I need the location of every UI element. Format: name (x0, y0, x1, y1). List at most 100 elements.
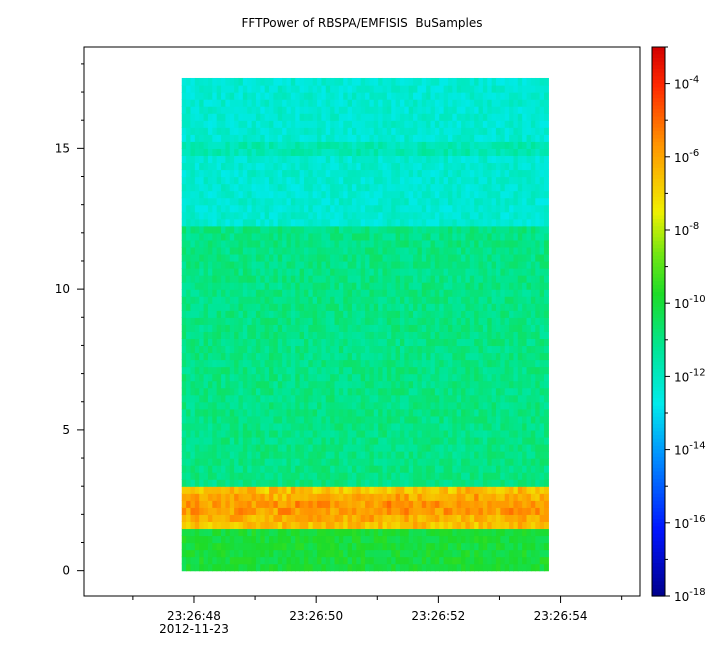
spectrogram-cell (535, 401, 541, 410)
spectrogram-cell (378, 324, 384, 332)
spectrogram-cell (373, 204, 379, 213)
spectrogram-cell (269, 239, 274, 248)
spectrogram-cell (308, 507, 314, 515)
spectrogram-cell (443, 162, 449, 171)
spectrogram-cell (299, 211, 305, 220)
spectrogram-cell (277, 528, 283, 537)
spectrogram-cell (216, 465, 222, 473)
spectrogram-cell (290, 317, 296, 325)
spectrogram-cell (509, 183, 515, 192)
spectrogram-cell (238, 197, 244, 206)
spectrogram-cell (378, 373, 384, 382)
spectrogram-cell (430, 486, 436, 494)
spectrogram-cell (212, 465, 218, 473)
spectrogram-cell (221, 387, 226, 396)
spectrogram-cell (312, 479, 318, 487)
spectrogram-cell (181, 535, 187, 544)
spectrogram-cell (530, 345, 536, 354)
spectrogram-cell (277, 338, 283, 347)
spectrogram-cell (482, 260, 488, 269)
spectrogram-cell (482, 317, 488, 325)
spectrogram-cell (539, 324, 545, 332)
spectrogram-cell (194, 408, 200, 417)
spectrogram-cell (434, 260, 440, 269)
spectrogram-cell (299, 443, 305, 452)
spectrogram-cell (247, 275, 253, 283)
spectrogram-cell (286, 155, 292, 164)
spectrogram-cell (404, 169, 410, 178)
spectrogram-cell (260, 394, 266, 403)
spectrogram-cell (351, 204, 357, 213)
spectrogram-cell (308, 373, 314, 382)
spectrogram-cell (221, 500, 226, 508)
spectrogram-cell (181, 408, 187, 417)
spectrogram-cell (295, 324, 301, 332)
spectrogram-cell (299, 268, 305, 276)
spectrogram-cell (264, 211, 270, 220)
spectrogram-cell (269, 155, 274, 164)
spectrogram-cell (347, 225, 353, 234)
spectrogram-cell (229, 500, 235, 508)
spectrogram-cell (517, 486, 523, 494)
spectrogram-cell (417, 401, 423, 410)
spectrogram-cell (504, 176, 510, 185)
spectrogram-cell (356, 246, 362, 255)
spectrogram-cell (312, 549, 318, 558)
spectrogram-cell (465, 521, 471, 530)
spectrogram-cell (347, 472, 353, 480)
spectrogram-cell (269, 549, 274, 558)
spectrogram-cell (530, 366, 536, 375)
spectrogram-cell (373, 352, 379, 361)
spectrogram-cell (242, 324, 248, 332)
spectrogram-cell (513, 239, 519, 248)
spectrogram-cell (439, 436, 445, 445)
spectrogram-cell (408, 359, 414, 368)
spectrogram-cell (277, 239, 283, 248)
spectrogram-cell (351, 479, 357, 487)
spectrogram-cell (264, 415, 270, 424)
spectrogram-cell (487, 542, 493, 551)
spectrogram-cell (482, 556, 488, 565)
spectrogram-cell (229, 162, 235, 171)
spectrogram-cell (308, 253, 314, 262)
spectrogram-cell (539, 162, 545, 171)
spectrogram-cell (369, 387, 375, 396)
spectrogram-cell (330, 549, 336, 558)
spectrogram-cell (452, 169, 458, 178)
spectrogram-cell (229, 176, 235, 185)
spectrogram-cell (229, 415, 235, 424)
spectrogram-cell (190, 521, 196, 530)
spectrogram-cell (491, 521, 497, 530)
spectrogram-cell (504, 380, 510, 389)
spectrogram-cell (539, 211, 545, 220)
spectrogram-cell (330, 366, 336, 375)
spectrogram-cell (360, 260, 366, 269)
spectrogram-cell (360, 204, 366, 213)
spectrogram-cell (203, 380, 209, 389)
spectrogram-cell (399, 176, 405, 185)
spectrogram-cell (447, 183, 453, 192)
spectrogram-cell (530, 232, 536, 241)
spectrogram-cell (430, 387, 436, 396)
spectrogram-cell (517, 282, 523, 290)
spectrogram-cell (225, 500, 231, 508)
spectrogram-cell (321, 310, 327, 318)
spectrogram-cell (456, 549, 462, 558)
spectrogram-cell (229, 549, 235, 558)
spectrogram-cell (465, 303, 471, 311)
spectrogram-cell (317, 275, 323, 283)
spectrogram-cell (308, 521, 314, 530)
spectrogram-cell (334, 535, 340, 544)
spectrogram-cell (273, 352, 279, 361)
spectrogram-cell (181, 338, 187, 347)
spectrogram-cell (452, 542, 458, 551)
spectrogram-cell (474, 563, 480, 572)
spectrogram-cell (203, 324, 209, 332)
spectrogram-cell (474, 429, 480, 438)
spectrogram-cell (356, 415, 362, 424)
spectrogram-cell (513, 521, 519, 530)
spectrogram-cell (404, 415, 410, 424)
spectrogram-cell (242, 155, 248, 164)
spectrogram-cell (478, 394, 484, 403)
spectrogram-cell (487, 338, 493, 347)
